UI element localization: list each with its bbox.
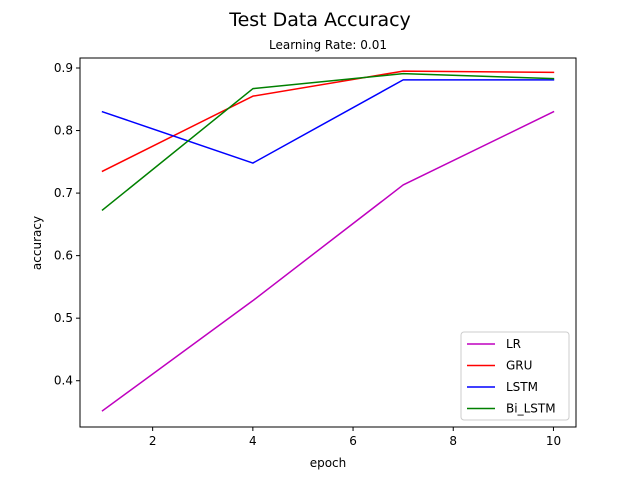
series-line-lstm <box>101 79 555 164</box>
series-line-lr <box>101 110 555 412</box>
y-axis: 0.4 0.5 0.6 0.7 0.8 0.9 <box>54 61 80 388</box>
legend-label-bi-lstm: Bi_LSTM <box>506 402 556 416</box>
y-tick-label: 0.7 <box>54 186 73 200</box>
x-tick-label: 10 <box>546 434 561 448</box>
series-line-gru <box>101 70 555 173</box>
x-tick-label: 8 <box>449 434 457 448</box>
legend-label-lr: LR <box>506 337 521 351</box>
y-tick-label: 0.5 <box>54 311 73 325</box>
chart-title: Test Data Accuracy <box>228 9 411 31</box>
series-line-bi-lstm <box>101 72 555 212</box>
y-axis-label: accuracy <box>30 216 44 270</box>
plot-frame <box>79 57 577 428</box>
y-tick-label: 0.6 <box>54 249 73 263</box>
chart-subtitle: Learning Rate: 0.01 <box>269 38 387 52</box>
x-tick-label: 2 <box>149 434 157 448</box>
x-tick-label: 6 <box>349 434 357 448</box>
legend: LR GRU LSTM Bi_LSTM <box>460 331 570 421</box>
y-tick-label: 0.9 <box>54 61 73 75</box>
legend-label-lstm: LSTM <box>506 380 538 394</box>
legend-label-gru: GRU <box>506 359 532 373</box>
series-layer <box>101 70 555 412</box>
y-tick-label: 0.4 <box>54 374 73 388</box>
x-axis: 2 4 6 8 10 <box>149 427 561 448</box>
x-tick-label: 4 <box>249 434 257 448</box>
x-axis-label: epoch <box>310 456 347 470</box>
y-tick-label: 0.8 <box>54 124 73 138</box>
legend-box <box>460 331 570 421</box>
